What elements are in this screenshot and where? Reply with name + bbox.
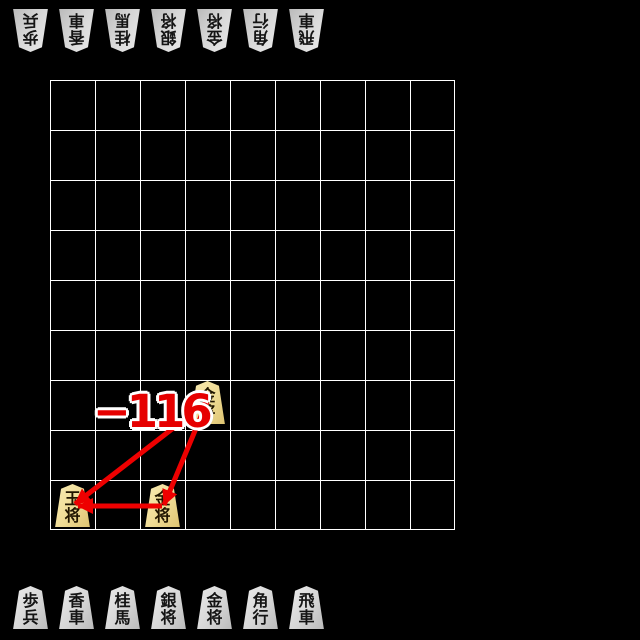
piece-label: 飛車 [298,591,315,627]
piece-label: 金将 [206,11,223,47]
piece-label: 桂馬 [114,11,131,47]
hand-row-top: 歩兵 香車 桂馬 銀将 金将 角行 飛車 [12,9,325,52]
hand-bottom-piece-gold[interactable]: 金将 [197,586,232,629]
hand-top-piece-rook[interactable]: 飛車 [288,9,325,52]
hand-top-piece-knight[interactable]: 桂馬 [104,9,141,52]
eval-score-label: −116 [93,385,213,438]
hand-bottom-piece-rook[interactable]: 飛車 [289,586,324,629]
hand-bottom-piece-knight[interactable]: 桂馬 [105,586,140,629]
piece-label: 銀将 [160,11,177,47]
piece-label: 香車 [68,591,85,627]
hand-bottom-piece-lance[interactable]: 香車 [59,586,94,629]
hand-top-piece-pawn[interactable]: 歩兵 [12,9,49,52]
piece-label: 飛車 [298,11,315,47]
hand-top-piece-bishop[interactable]: 角行 [242,9,279,52]
piece-label: 桂馬 [114,591,131,627]
hand-bottom-piece-bishop[interactable]: 角行 [243,586,278,629]
hand-bottom-piece-silver[interactable]: 銀将 [151,586,186,629]
piece-label: 歩兵 [22,11,39,47]
hand-top-piece-gold[interactable]: 金将 [196,9,233,52]
hand-top-piece-lance[interactable]: 香車 [58,9,95,52]
piece-label: 金将 [154,489,171,525]
shogi-board[interactable] [50,80,455,530]
piece-label: 角行 [252,591,269,627]
piece-label: 金将 [206,591,223,627]
piece-label: 銀将 [160,591,177,627]
piece-label: 歩兵 [22,591,39,627]
hand-bottom-piece-pawn[interactable]: 歩兵 [13,586,48,629]
piece-label: 玉将 [64,489,81,525]
hand-top-piece-silver[interactable]: 銀将 [150,9,187,52]
piece-label: 角行 [252,11,269,47]
hand-row-bottom: 歩兵 香車 桂馬 銀将 金将 角行 飛車 [12,586,325,629]
piece-label: 香車 [68,11,85,47]
